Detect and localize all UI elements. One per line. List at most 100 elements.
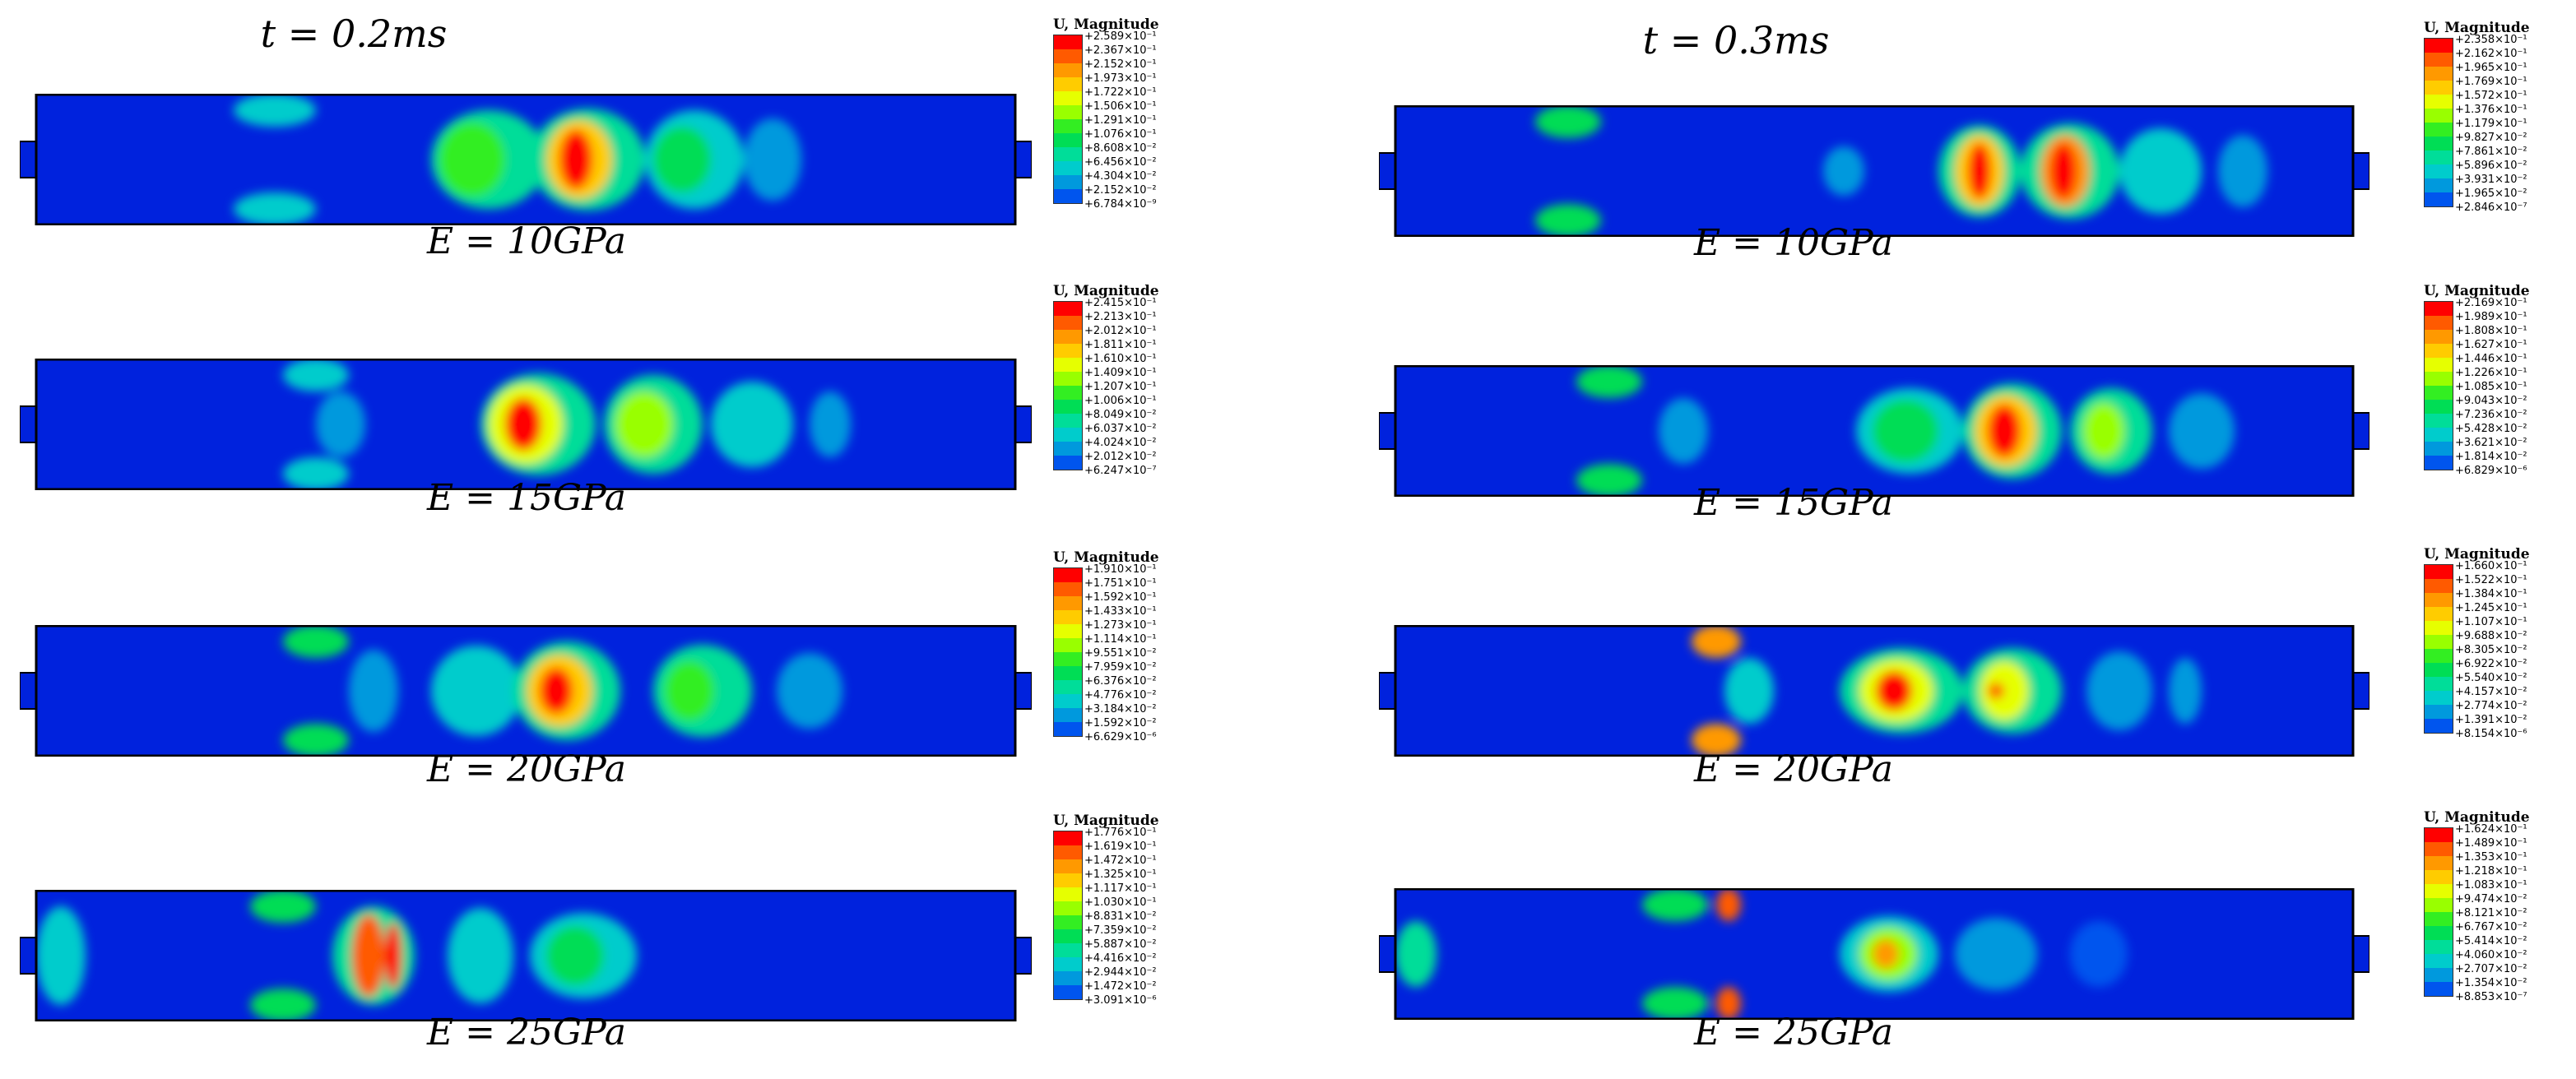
legend-swatch (1054, 652, 1082, 666)
legend-tick-label: +1.472×10⁻¹ (1084, 854, 1157, 867)
legend-tick-label: +2.846×10⁻⁷ (2455, 201, 2527, 214)
legend-tick-label: +9.474×10⁻² (2455, 893, 2527, 905)
legend-tick-label: +1.085×10⁻¹ (2455, 381, 2527, 393)
legend-tick-label: +1.776×10⁻¹ (1084, 827, 1157, 839)
legend-swatch (1054, 344, 1082, 358)
beam-tab-right (1014, 937, 1032, 975)
panel-caption-c1-p1: E = 15GPa (1694, 482, 1893, 524)
contour-blob (653, 127, 711, 192)
legend-tick-label: +5.540×10⁻² (2455, 672, 2527, 684)
legend-tick-label: +2.415×10⁻¹ (1084, 297, 1157, 309)
legend-tick-label: +5.414×10⁻² (2455, 935, 2527, 947)
legend-swatch (1054, 358, 1082, 372)
legend-tick-label: +1.117×10⁻¹ (1084, 882, 1157, 895)
legend-title: U, Magnitude (1053, 16, 1159, 33)
contour-blob (1988, 405, 2021, 457)
contour-blob (234, 94, 316, 127)
legend-swatch (1054, 610, 1082, 624)
beam-tab-left (1379, 672, 1396, 710)
legend-swatch (1054, 330, 1082, 344)
legend-swatch (1054, 985, 1082, 999)
legend-tick-label: +7.359×10⁻² (1084, 924, 1157, 937)
legend-tick-label: +8.121×10⁻² (2455, 907, 2527, 919)
legend-title: U, Magnitude (1053, 813, 1159, 829)
legend-swatch (1054, 680, 1082, 694)
beam-contour-c0-p1 (20, 359, 1032, 490)
beam-tab-right (1014, 141, 1032, 178)
legend-tick-label: +5.428×10⁻² (2455, 423, 2527, 435)
legend-swatch (1054, 624, 1082, 638)
legend-title: U, Magnitude (2424, 20, 2530, 36)
contour-blob (283, 625, 349, 658)
contour-blob (283, 724, 349, 757)
legend-tick-label: +1.376×10⁻¹ (2455, 104, 2527, 116)
beam-tab-right (2352, 412, 2369, 450)
beam-contour-c0-p2 (20, 625, 1032, 757)
contour-blob (540, 668, 573, 714)
contour-blob (2169, 658, 2202, 724)
legend-swatch (2425, 607, 2453, 621)
contour-blob (559, 130, 592, 189)
legend-tick-label: +1.409×10⁻¹ (1084, 367, 1157, 379)
legend-tick-label: +1.627×10⁻¹ (2455, 339, 2527, 351)
legend-tick-label: +1.114×10⁻¹ (1084, 633, 1157, 646)
legend-tick-label: +8.049×10⁻² (1084, 409, 1157, 421)
legend-swatch (1054, 456, 1082, 470)
legend-swatch (1054, 400, 1082, 414)
legend-tick-label: +6.037×10⁻² (1084, 423, 1157, 435)
beam-tab-left (1379, 152, 1396, 190)
legend-tick-label: +9.688×10⁻² (2455, 630, 2527, 642)
legend-tick-label: +1.769×10⁻¹ (2455, 76, 2527, 88)
column-title-right: t = 0.3ms (1642, 18, 1830, 63)
contour-blob (1692, 724, 1741, 757)
beam-outline (35, 359, 1017, 490)
legend-tick-label: +2.774×10⁻² (2455, 700, 2527, 712)
beam-tab-left (20, 672, 37, 710)
legend-swatch (1054, 722, 1082, 736)
legend-tick-label: +1.030×10⁻¹ (1084, 896, 1157, 909)
legend-tick-label: +1.522×10⁻¹ (2455, 574, 2527, 586)
legend-swatch (1054, 189, 1082, 203)
legend-swatch (2425, 67, 2453, 81)
legend-swatch (1054, 915, 1082, 929)
legend-tick-label: +1.207×10⁻¹ (1084, 381, 1157, 393)
legend-swatch (2425, 954, 2453, 968)
legend-tick-label: +8.154×10⁻⁶ (2455, 728, 2527, 740)
beam-contour-c1-p0 (1379, 105, 2369, 237)
legend-tick-label: +1.107×10⁻¹ (2455, 616, 2527, 628)
contour-blob (1716, 888, 1741, 921)
contour-blob (2119, 128, 2202, 214)
legend-swatch (2425, 372, 2453, 386)
beam-contour-c0-p3 (20, 890, 1032, 1021)
legend-tick-label: +7.959×10⁻² (1084, 661, 1157, 674)
beam-outline (1394, 625, 2355, 757)
legend-colorbar (1053, 35, 1083, 204)
legend-tick-label: +1.624×10⁻¹ (2455, 823, 2527, 836)
contour-blob (1642, 987, 1708, 1020)
legend-swatch (1054, 859, 1082, 873)
legend-tick-label: +2.367×10⁻¹ (1084, 44, 1157, 57)
beam-tab-left (20, 937, 37, 975)
panel-caption-c0-p0: E = 10GPa (427, 220, 626, 262)
legend-swatch (1054, 133, 1082, 147)
legend-swatch (2425, 565, 2453, 579)
beam-outline (1394, 888, 2355, 1020)
contour-blob (1873, 400, 1938, 462)
contour-blob (250, 989, 316, 1021)
contour-blob (250, 890, 316, 923)
legend-swatch (1054, 568, 1082, 582)
legend-tick-label: +1.083×10⁻¹ (2455, 879, 2527, 891)
contour-blob (2070, 921, 2128, 987)
legend-tick-label: +4.060×10⁻² (2455, 949, 2527, 961)
contour-blob (439, 123, 505, 197)
legend-tick-label: +2.162×10⁻¹ (2455, 48, 2527, 60)
beam-tab-right (1014, 405, 1032, 443)
legend-colorbar (1053, 567, 1083, 737)
legend-title: U, Magnitude (2424, 809, 2530, 826)
legend-tick-label: +7.861×10⁻² (2455, 146, 2527, 158)
legend-swatch (1054, 428, 1082, 442)
legend-tick-label: +2.707×10⁻² (2455, 963, 2527, 975)
legend-swatch (1054, 929, 1082, 943)
legend-tick-label: +1.965×10⁻¹ (2455, 62, 2527, 74)
panel-caption-c1-p0: E = 10GPa (1694, 222, 1893, 264)
